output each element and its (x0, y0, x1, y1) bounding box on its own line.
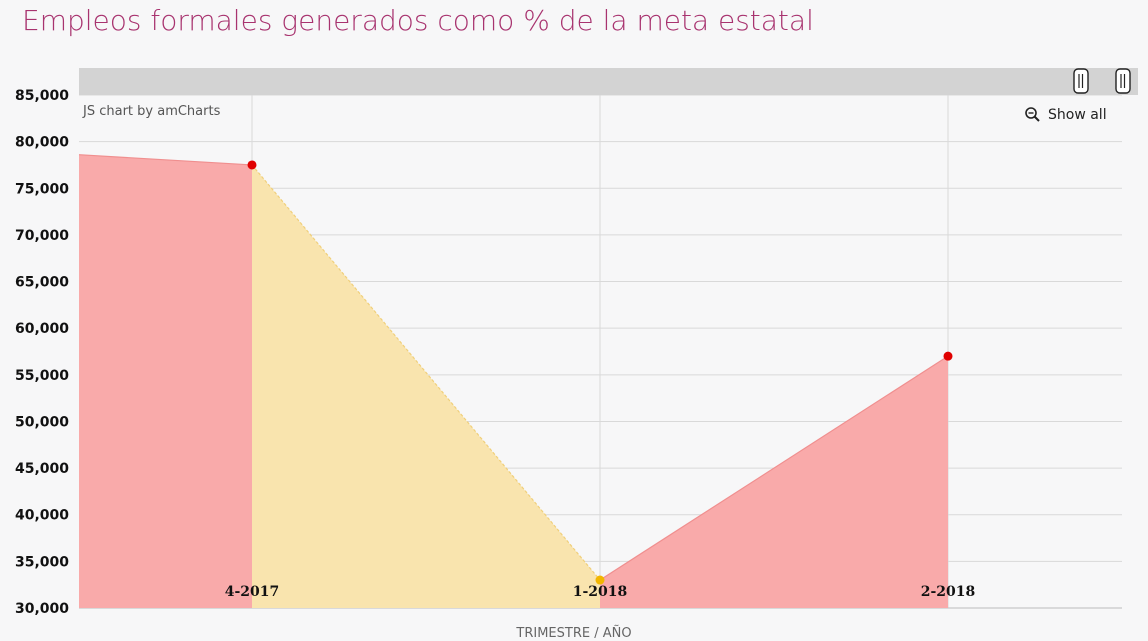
scrollbar-left-grip[interactable] (1073, 68, 1089, 94)
x-tick-label: 4-2017 (225, 584, 280, 600)
data-point (943, 351, 953, 361)
x-tick-label: 1-2018 (573, 584, 628, 600)
markers (247, 160, 953, 585)
scrollbar-right-grip[interactable] (1115, 68, 1131, 94)
y-axis: 30,000 35,000 40,000 45,000 50,000 55,000 60,0… (15, 88, 69, 617)
y-tick-label: 65,000 (15, 275, 69, 291)
y-tick-label: 85,000 (15, 88, 69, 104)
data-point (595, 575, 605, 585)
x-axis: 4-2017 1-2018 2-2018 (225, 584, 976, 600)
show-all-button[interactable]: Show all (1025, 107, 1107, 123)
area-layer (78, 154, 949, 609)
area-segment (600, 356, 948, 608)
x-axis-title: TRIMESTRE / AÑO (515, 625, 631, 641)
y-tick-label: 30,000 (15, 601, 69, 617)
y-tick-label: 40,000 (15, 508, 69, 524)
show-all-label: Show all (1048, 107, 1107, 123)
y-tick-label: 35,000 (15, 554, 69, 570)
y-tick-label: 55,000 (15, 368, 69, 384)
y-tick-label: 75,000 (15, 181, 69, 197)
series-line (599, 355, 949, 581)
y-tick-label: 45,000 (15, 461, 69, 477)
x-tick-label: 2-2018 (921, 584, 976, 600)
data-point (247, 160, 257, 170)
chart-title: Empleos formales generados como % de la … (22, 4, 814, 37)
y-tick-label: 80,000 (15, 135, 69, 151)
series-line (251, 164, 601, 581)
chart-scrollbar[interactable] (79, 68, 1138, 95)
y-tick-label: 70,000 (15, 228, 69, 244)
zoom-out-icon (1025, 107, 1040, 122)
y-tick-label: 50,000 (15, 414, 69, 430)
amcharts-credit[interactable]: JS chart by amCharts (82, 104, 221, 119)
area-segment (79, 154, 252, 608)
area-segment (252, 164, 600, 609)
series-line (78, 154, 253, 166)
y-tick-label: 60,000 (15, 321, 69, 337)
